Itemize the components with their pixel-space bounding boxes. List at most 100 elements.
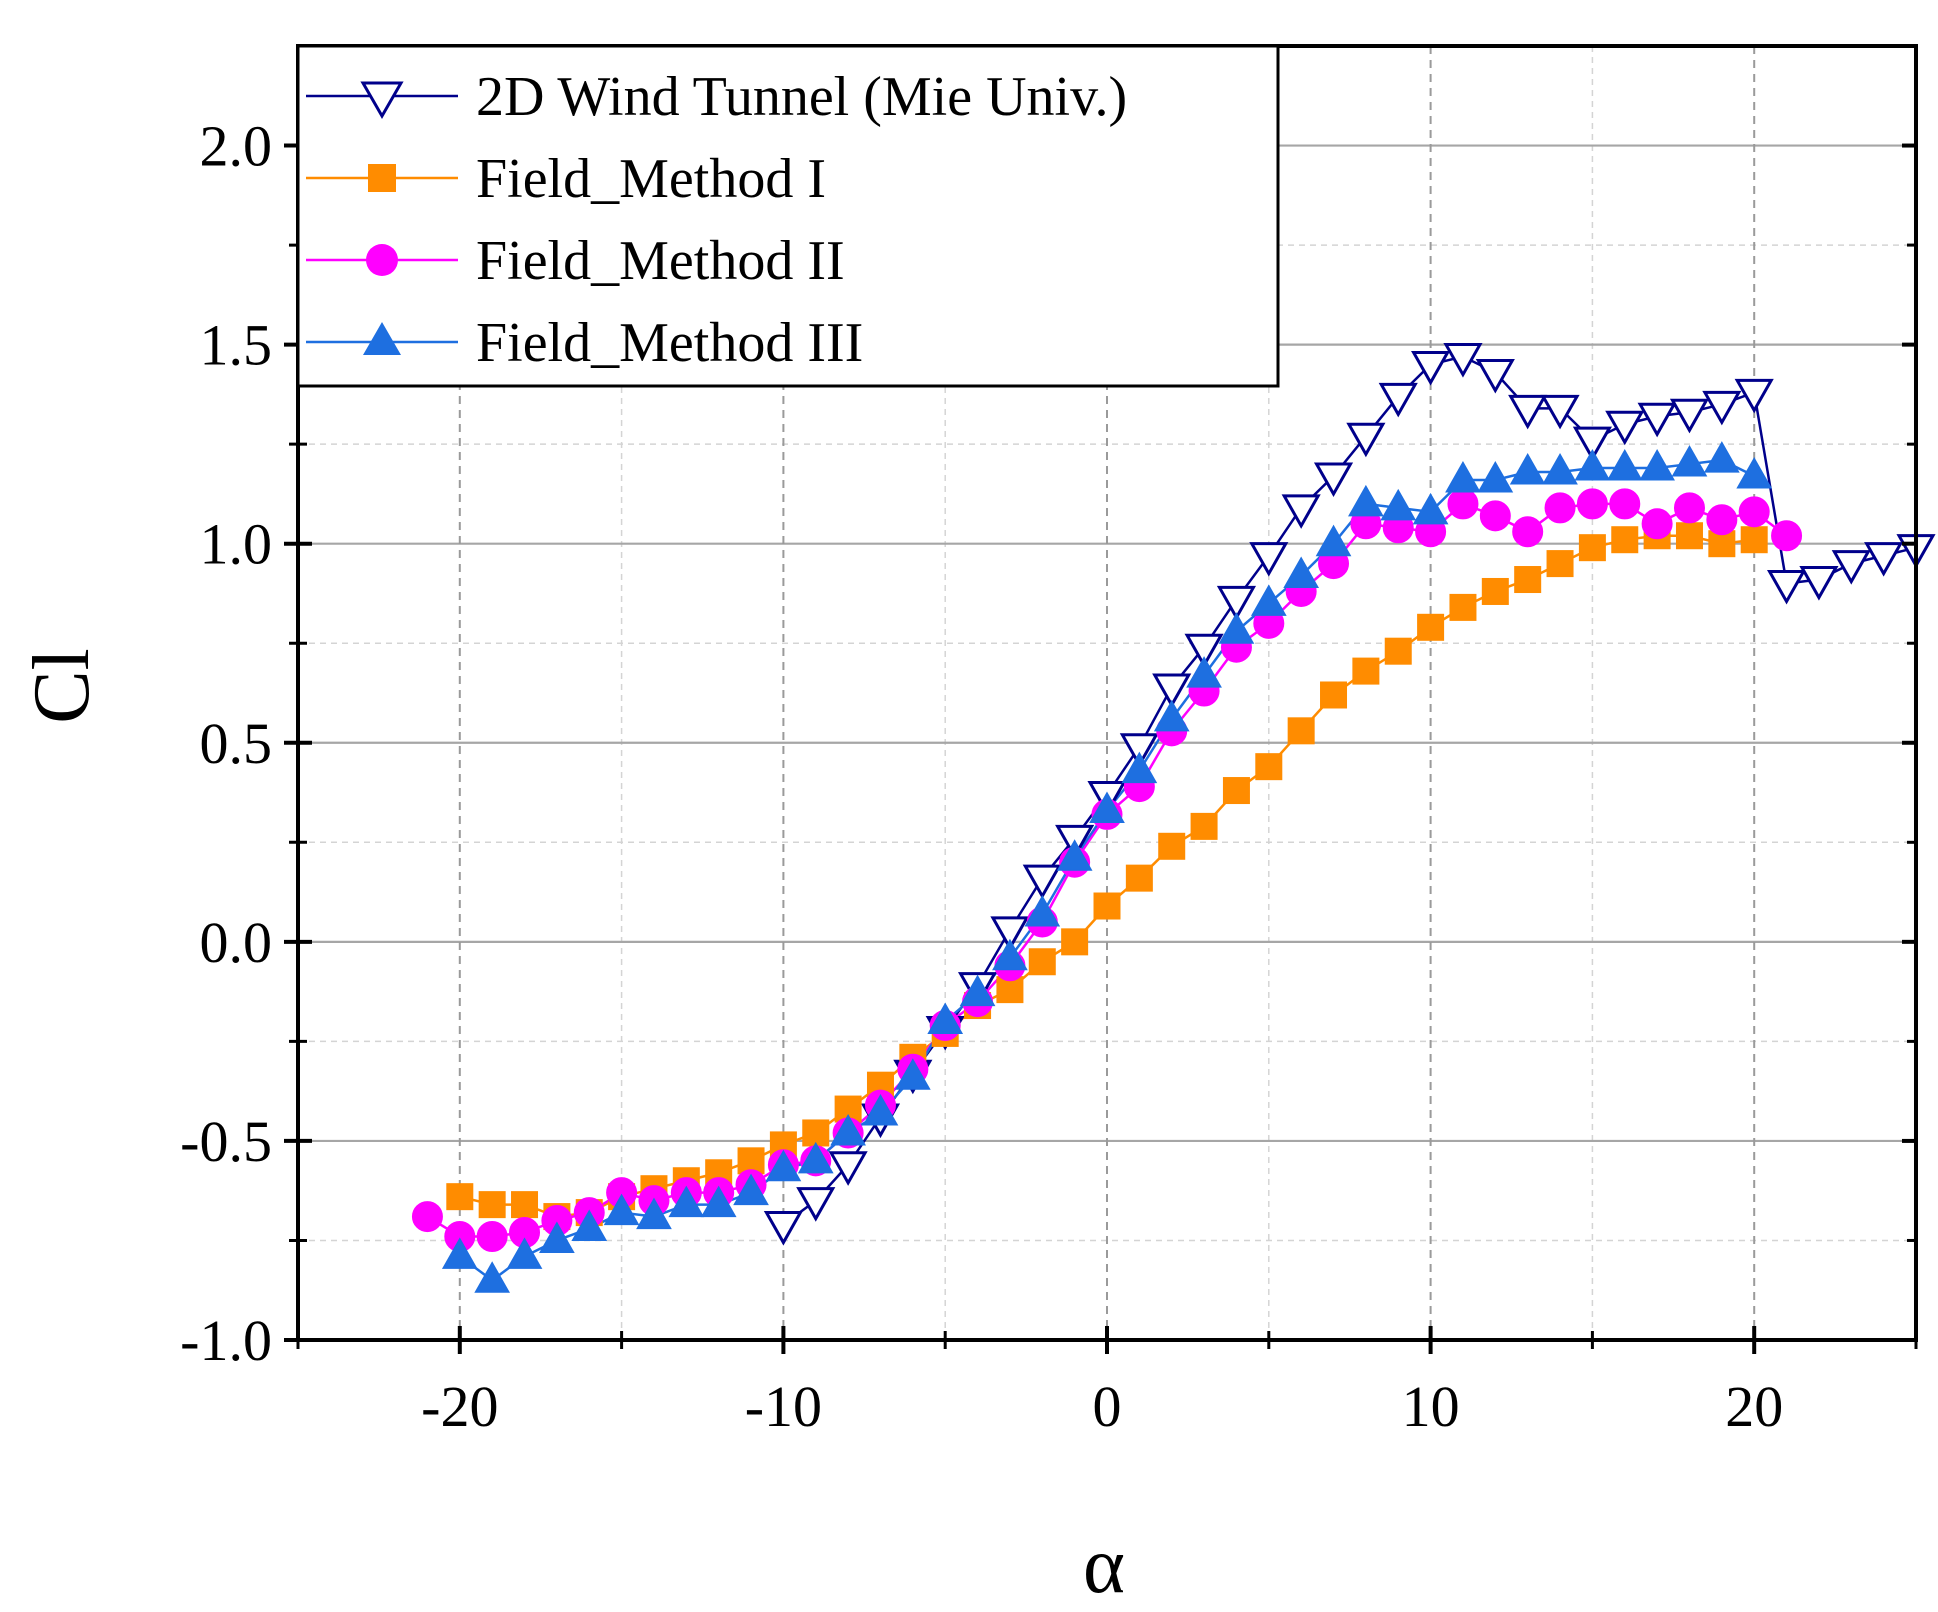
- y-axis-title: Cl: [18, 648, 106, 724]
- data-point: [1477, 460, 1514, 493]
- data-point: [1542, 453, 1578, 485]
- data-point: [1738, 496, 1770, 528]
- data-point: [1673, 492, 1705, 524]
- data-point: [1578, 534, 1606, 562]
- data-point: [1411, 351, 1451, 386]
- x-tick-label: -20: [421, 1374, 498, 1439]
- data-point: [1121, 751, 1158, 784]
- legend-box: [296, 44, 1280, 388]
- data-point: [539, 1221, 575, 1253]
- data-point: [1119, 733, 1159, 768]
- data-point: [603, 1193, 640, 1226]
- data-point: [828, 1151, 868, 1186]
- data-point: [1736, 456, 1773, 489]
- data-point: [668, 1185, 705, 1218]
- data-point: [1346, 422, 1386, 458]
- data-point: [1546, 550, 1574, 578]
- data-point: [1574, 449, 1611, 481]
- data-point: [1702, 390, 1742, 426]
- data-point: [1606, 449, 1643, 481]
- data-point: [1024, 894, 1061, 927]
- data-point: [1449, 593, 1477, 621]
- data-point: [474, 1261, 511, 1293]
- data-point: [1671, 445, 1708, 477]
- y-tick-label: -1.0: [180, 1308, 272, 1373]
- data-point: [1380, 488, 1417, 521]
- data-point: [1378, 382, 1418, 418]
- data-point: [894, 1058, 931, 1090]
- data-point: [1281, 494, 1321, 529]
- data-point: [1544, 492, 1576, 524]
- data-point: [506, 1237, 543, 1269]
- data-point: [1740, 526, 1768, 554]
- data-point: [1153, 699, 1190, 732]
- data-point: [1190, 812, 1218, 840]
- data-point: [1609, 488, 1641, 520]
- data-point: [990, 916, 1030, 951]
- data-point: [1089, 791, 1125, 823]
- data-point: [1315, 524, 1352, 557]
- legend-label: Field_Method II: [476, 230, 845, 292]
- data-point: [446, 1183, 474, 1211]
- data-point: [862, 1094, 899, 1126]
- data-point: [1186, 656, 1222, 688]
- data-point: [796, 1187, 836, 1222]
- data-point: [478, 1191, 506, 1219]
- legend: 2D Wind Tunnel (Mie Univ.) Field_Method I…: [296, 44, 1280, 388]
- data-point: [1152, 673, 1192, 709]
- data-point: [1864, 542, 1904, 577]
- data-point: [1158, 832, 1186, 860]
- data-point: [1479, 500, 1511, 532]
- data-point: [765, 1149, 802, 1182]
- y-tick-label: 1.0: [200, 512, 273, 577]
- data-point: [992, 938, 1028, 971]
- data-point: [411, 1201, 443, 1233]
- axis-labels: -1.0 -0.5 0.0 0.5 1.0 1.5 2.0 -20 -10 0 10 20: [180, 114, 1783, 1439]
- data-point: [1706, 504, 1738, 536]
- data-point: [1703, 441, 1740, 473]
- data-point: [636, 1197, 672, 1230]
- legend-label: 2D Wind Tunnel (Mie Univ.): [476, 66, 1127, 128]
- data-point: [1509, 453, 1546, 485]
- data-point: [1417, 613, 1445, 641]
- data-point: [959, 974, 996, 1007]
- data-point: [1481, 577, 1509, 605]
- data-point: [1218, 612, 1255, 644]
- data-point: [1125, 864, 1153, 892]
- data-point: [511, 1191, 539, 1219]
- data-point: [1540, 394, 1580, 430]
- data-point: [1313, 462, 1354, 498]
- data-point: [763, 1211, 803, 1246]
- data-point: [1250, 584, 1287, 616]
- data-point: [1675, 522, 1703, 550]
- data-point: [1572, 426, 1612, 462]
- data-point: [1216, 585, 1257, 621]
- data-point: [1576, 488, 1608, 520]
- data-point: [1184, 633, 1224, 669]
- data-point: [797, 1141, 834, 1174]
- data-point: [733, 1173, 769, 1206]
- data-point: [1734, 378, 1774, 414]
- data-point: [1287, 717, 1315, 745]
- data-point: [1771, 520, 1803, 552]
- series-layer: [411, 343, 1936, 1293]
- x-axis-title: α: [1083, 1522, 1125, 1610]
- data-point: [1320, 681, 1348, 709]
- data-point: [476, 1220, 508, 1252]
- x-tick-label: 20: [1725, 1374, 1783, 1439]
- data-point: [1641, 508, 1673, 540]
- data-point: [700, 1185, 737, 1218]
- data-point: [1093, 892, 1121, 920]
- data-point: [1348, 484, 1384, 517]
- data-point: [1447, 488, 1479, 520]
- x-tick-label: 0: [1093, 1374, 1122, 1439]
- y-tick-label: 0.0: [200, 910, 273, 975]
- y-tick-label: 2.0: [200, 114, 273, 179]
- data-point: [1475, 358, 1515, 394]
- data-point: [1508, 394, 1548, 430]
- data-point: [441, 1237, 478, 1269]
- y-tick-label: 1.5: [200, 313, 273, 378]
- data-point: [1669, 398, 1710, 434]
- y-tick-label: -0.5: [180, 1109, 272, 1174]
